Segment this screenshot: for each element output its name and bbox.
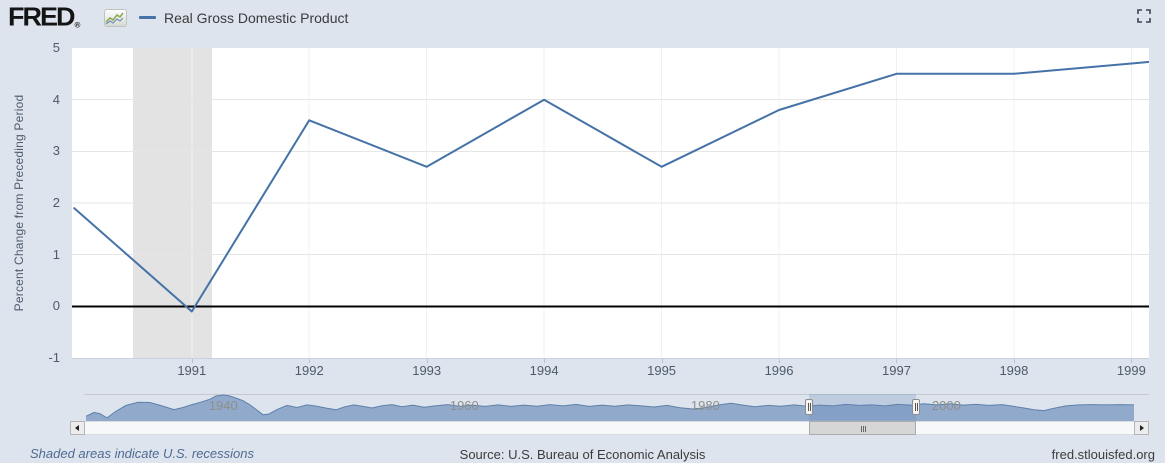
navigator-left-handle[interactable] [805,399,813,415]
scrollbar-grip-icon [862,426,864,432]
series-label: Real Gross Domestic Product [164,9,349,26]
x-tick-label: 1991 [177,363,207,378]
navigator-series-line [86,394,1134,419]
x-tick-label: 1997 [882,363,911,378]
x-tick-mark [192,359,193,363]
x-tick-label: 1998 [999,363,1029,378]
fred-site-link[interactable]: fred.stlouisfed.org [1051,447,1155,462]
x-tick-mark [544,359,545,363]
scrollbar-track[interactable] [70,421,1149,435]
header: FRED® Real Gross Domestic Product [0,0,1165,36]
navigator-selected-range[interactable] [809,394,916,420]
main-chart-svg [72,48,1150,358]
plot-area[interactable] [72,48,1150,358]
y-tick-label: 5 [52,40,60,55]
navigator-series-area [86,395,1134,421]
navigator-year-label: 2000 [931,398,961,413]
navigator-outline [84,394,1149,395]
navigator-year-label: 1940 [208,398,238,413]
sparkline-icon [104,9,127,27]
y-tick-label: 3 [52,143,60,159]
x-tick-mark [662,359,663,363]
y-tick-label: 1 [52,246,60,262]
x-tick-label: 1994 [529,363,559,378]
x-axis-line [72,358,1149,359]
navigator-year-label: 1980 [690,398,720,413]
fred-logo-text: FRED [8,2,75,32]
scrollbar-right-arrow-icon[interactable] [1134,421,1149,435]
source-note: Source: U.S. Bureau of Economic Analysis [459,447,706,462]
x-tick-mark [896,359,897,363]
x-tick-mark [309,359,310,363]
navigator-area-chart[interactable] [86,394,1134,421]
recession-note: Shaded areas indicate U.S. recessions [30,446,255,461]
fred-logo: FRED® [8,3,80,33]
y-tick-label: 4 [52,91,60,107]
x-tick-label: 1995 [647,363,677,378]
scrollbar-left-arrow-icon[interactable] [70,421,85,435]
y-tick-label: 0 [52,298,60,314]
series-color-swatch [139,16,156,19]
registered-mark: ® [74,20,81,30]
y-tick-label: 2 [52,195,60,210]
x-tick-mark [779,359,780,363]
x-tick-mark [1131,359,1132,363]
fullscreen-icon[interactable] [1137,9,1153,25]
scrollbar-thumb[interactable] [809,421,916,435]
x-tick-label: 1996 [764,363,794,378]
navigator-year-label: 1960 [449,398,479,413]
navigator-right-handle[interactable] [912,399,920,415]
legend-item: Real Gross Domestic Product [139,0,348,35]
x-tick-mark [1014,359,1015,363]
x-tick-label: 1992 [294,363,324,378]
series-line [73,60,1150,313]
y-tick-label: -1 [48,350,60,365]
x-tick-label: 1999 [1116,363,1146,378]
x-tick-mark [427,359,428,363]
x-tick-label: 1993 [412,363,442,378]
